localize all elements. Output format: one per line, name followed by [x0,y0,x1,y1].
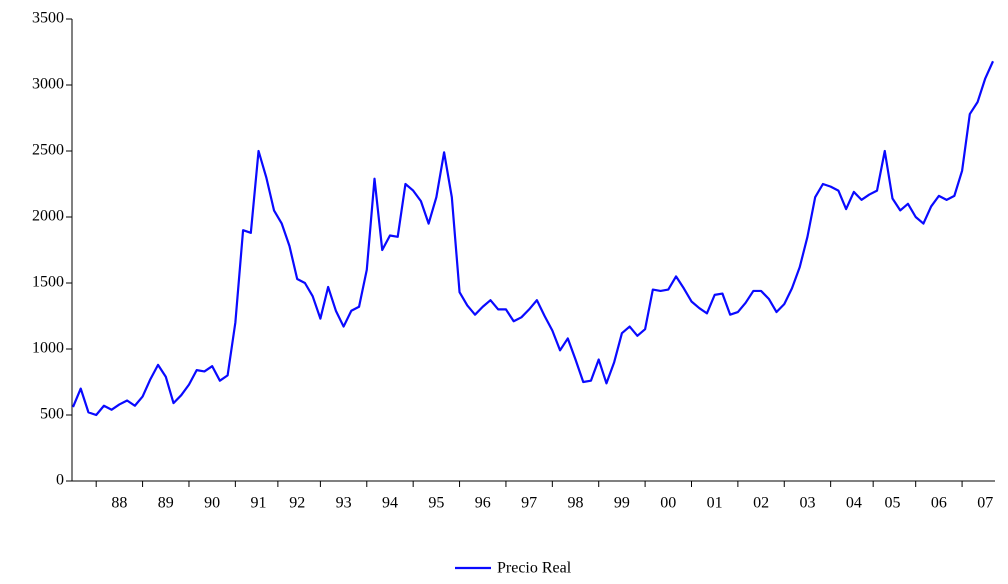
y-tick-label: 3000 [32,76,64,93]
x-tick-label: 07 [977,495,993,512]
y-tick-label: 0 [56,472,64,489]
x-tick-label: 99 [614,495,630,512]
x-tick-label: 88 [111,495,127,512]
x-tick-label: 93 [336,495,352,512]
x-tick-label: 02 [753,495,769,512]
x-tick-label: 97 [521,495,537,512]
y-tick-label: 2500 [32,142,64,159]
legend-label: Precio Real [497,560,572,577]
x-tick-label: 92 [289,495,305,512]
line-series [71,60,995,417]
x-tick-label: 00 [660,495,676,512]
x-tick-label: 96 [475,495,491,512]
x-tick-label: 90 [204,495,220,512]
x-tick-label: 95 [428,495,444,512]
y-tick-label: 1500 [32,274,64,291]
x-tick-label: 01 [707,495,723,512]
y-tick-label: 3500 [32,10,64,27]
x-tick-label: 98 [568,495,584,512]
x-tick-label: 05 [884,495,900,512]
y-tick-label: 1000 [32,340,64,357]
x-tick-label: 06 [931,495,947,512]
x-tick-label: 04 [846,495,862,512]
x-tick-label: 89 [158,495,174,512]
x-tick-label: 94 [382,495,398,512]
y-tick-label: 2000 [32,208,64,225]
y-tick-label: 500 [40,406,64,423]
x-tick-label: 91 [251,495,267,512]
x-tick-label: 03 [799,495,815,512]
